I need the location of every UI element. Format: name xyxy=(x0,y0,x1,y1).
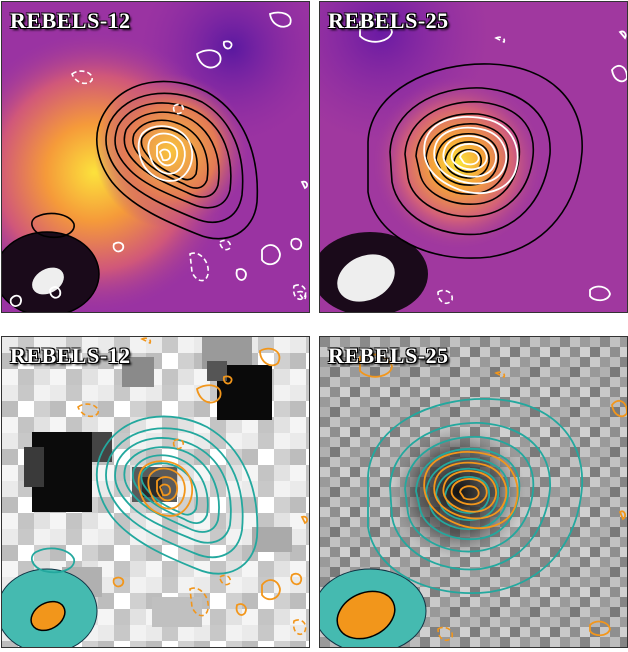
panel-label: REBELS-12 xyxy=(10,8,131,33)
panel-label: REBELS-25 xyxy=(328,343,449,368)
panel-rebels-25-bottom: REBELS-25 xyxy=(319,336,628,648)
panel-rebels-25-top: REBELS-25 xyxy=(319,1,628,313)
rebels-12-grayscale-image xyxy=(2,337,309,647)
rebels-25-plasma-image xyxy=(320,2,627,312)
rebels-25-grayscale-image xyxy=(320,337,627,647)
rebels-12-plasma-image xyxy=(2,2,309,312)
panel-rebels-12-top: REBELS-12 xyxy=(1,1,310,313)
panel-label: REBELS-12 xyxy=(10,343,131,368)
panel-label: REBELS-25 xyxy=(328,8,449,33)
panel-rebels-12-bottom: REBELS-12 xyxy=(1,336,310,648)
